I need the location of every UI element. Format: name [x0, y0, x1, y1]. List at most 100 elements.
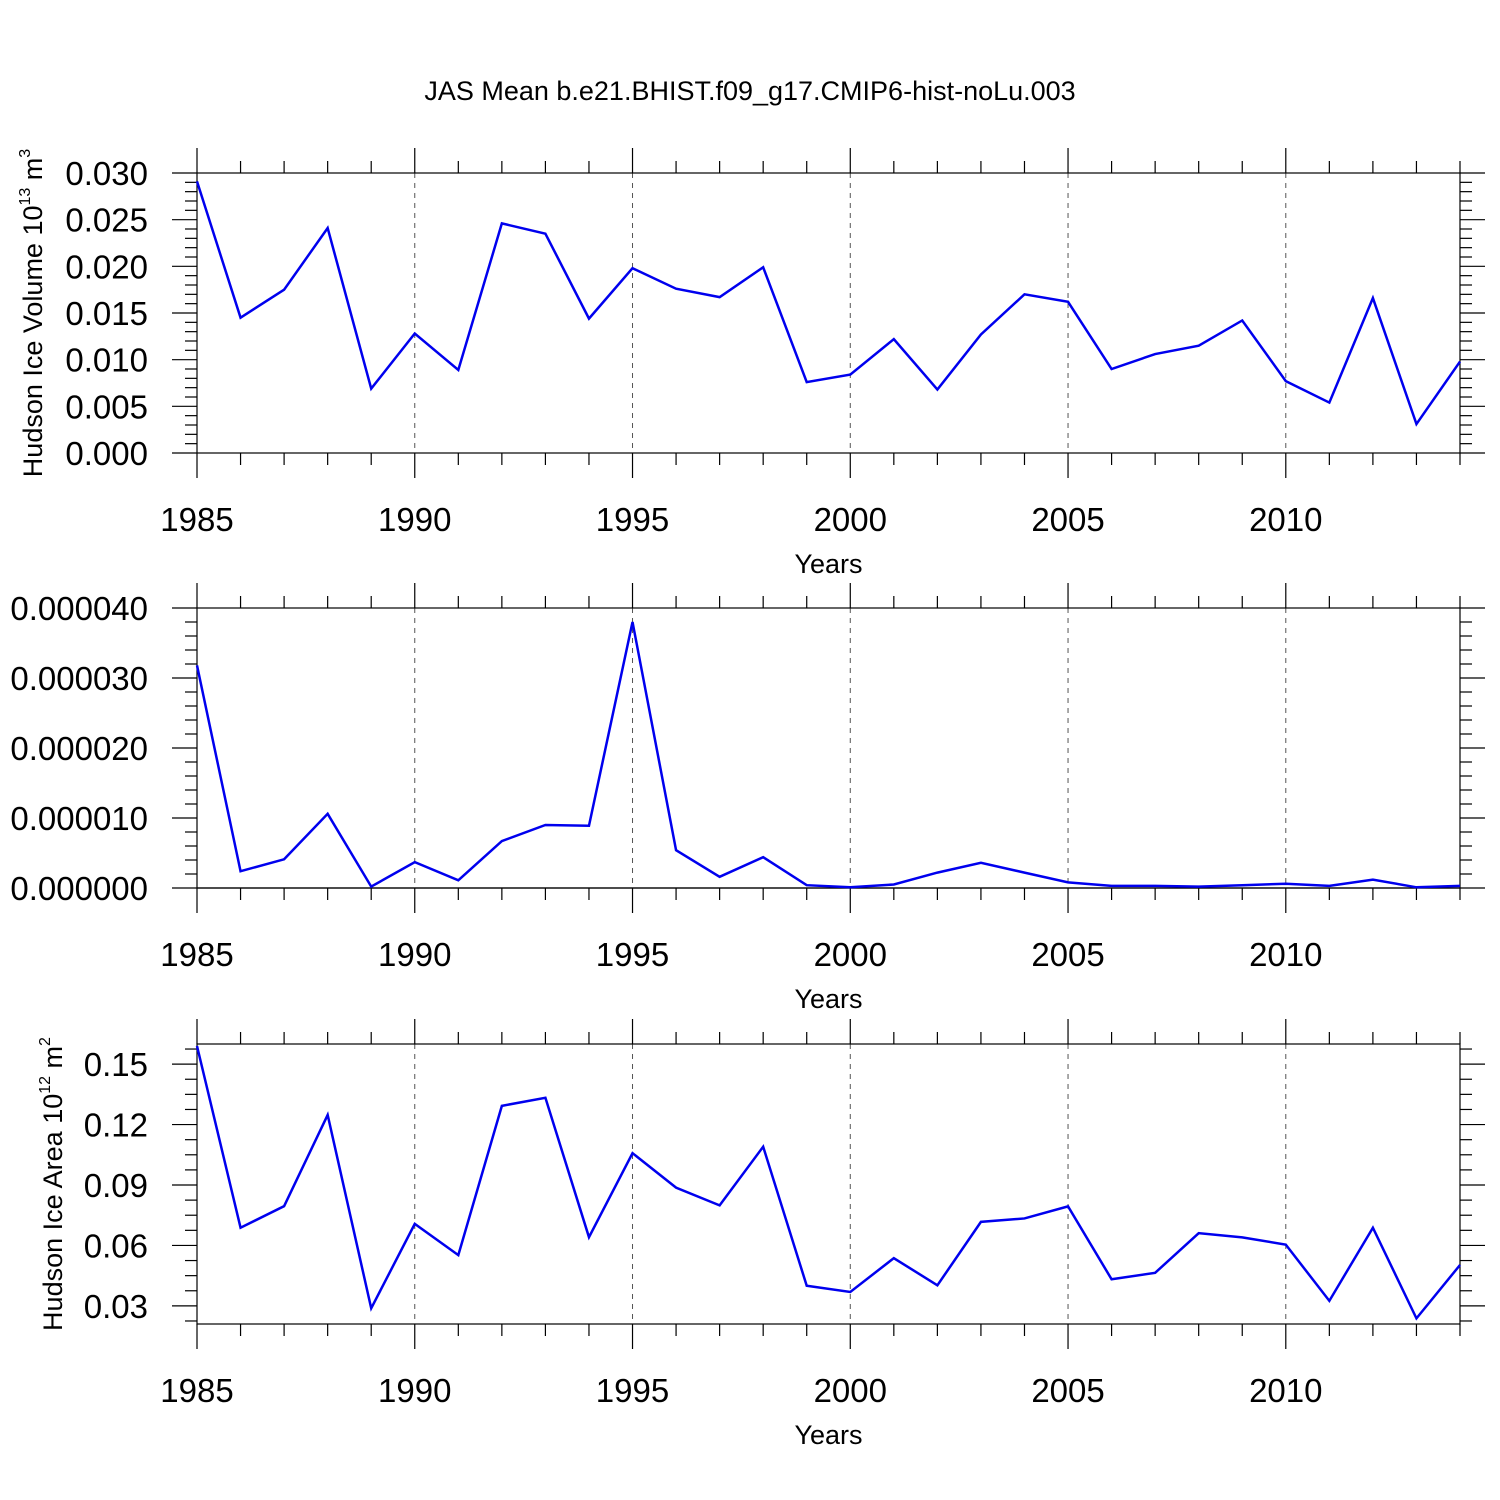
y-tick-label: 0.09 [84, 1167, 148, 1204]
x-tick-label: 2010 [1249, 501, 1322, 538]
data-point [893, 1257, 895, 1259]
data-point [849, 1291, 851, 1293]
data-point [370, 886, 372, 888]
y-tick-label: 0.03 [84, 1288, 148, 1325]
x-tick-label: 1995 [596, 501, 669, 538]
data-point [980, 333, 982, 335]
data-point [1415, 423, 1417, 425]
data-point [936, 872, 938, 874]
data-point [1241, 884, 1243, 886]
data-point [1459, 1264, 1461, 1266]
data-point [1372, 297, 1374, 299]
data-point [457, 1254, 459, 1256]
data-point [806, 1285, 808, 1287]
data-point [719, 296, 721, 298]
data-point [240, 1227, 242, 1229]
x-tick-label: 2005 [1031, 501, 1104, 538]
data-point [588, 825, 590, 827]
data-point [1415, 1317, 1417, 1319]
x-tick-label: 1990 [378, 936, 451, 973]
data-point [414, 333, 416, 335]
data-point [632, 267, 634, 269]
y-tick-label: 0.025 [65, 202, 148, 239]
data-point [1285, 380, 1287, 382]
chart-title: JAS Mean b.e21.BHIST.f09_g17.CMIP6-hist-… [424, 76, 1075, 106]
data-point [762, 1146, 764, 1148]
data-point [1023, 1217, 1025, 1219]
data-point [588, 1236, 590, 1238]
series-line-volume [195, 181, 1462, 427]
data-point [196, 664, 198, 666]
data-point [457, 369, 459, 371]
y-tick-label: 0.030 [65, 155, 148, 192]
data-point [1111, 885, 1113, 887]
data-point [283, 289, 285, 291]
data-point [240, 317, 242, 319]
data-point [196, 180, 198, 182]
data-point [1198, 345, 1200, 347]
data-point [327, 813, 329, 815]
data-point [1198, 1232, 1200, 1234]
x-tick-label: 1985 [160, 936, 233, 973]
data-point [327, 1114, 329, 1116]
data-point [501, 222, 503, 224]
x-tick-label: 1995 [596, 936, 669, 973]
data-point [675, 1187, 677, 1189]
data-point [1415, 886, 1417, 888]
y-tick-label: 0.06 [84, 1227, 148, 1264]
data-point [1328, 402, 1330, 404]
data-point [414, 1223, 416, 1225]
data-point [632, 1152, 634, 1154]
x-tick-label: 2000 [814, 1372, 887, 1409]
y-tick-label: 0.15 [84, 1046, 148, 1083]
data-point [806, 884, 808, 886]
data-point [675, 288, 677, 290]
y-tick-label: 0.010 [65, 342, 148, 379]
data-point [1285, 1244, 1287, 1246]
data-point [1111, 368, 1113, 370]
data-point [1459, 361, 1461, 363]
data-point [1154, 1272, 1156, 1274]
data-point [980, 1221, 982, 1223]
data-point [1023, 293, 1025, 295]
y-axis-title: Hudson Ice Area 1012 m2 [37, 1037, 68, 1331]
data-point [240, 870, 242, 872]
data-point [283, 1205, 285, 1207]
x-tick-label: 1990 [378, 1372, 451, 1409]
data-point [849, 886, 851, 888]
data-point [1328, 1300, 1330, 1302]
x-tick-label: 2005 [1031, 1372, 1104, 1409]
data-point [544, 824, 546, 826]
data-point [1198, 886, 1200, 888]
data-point [1111, 1278, 1113, 1280]
y-tick-label: 0.000010 [10, 800, 148, 837]
y-tick-label: 0.000040 [10, 590, 148, 627]
x-tick-label: 2005 [1031, 936, 1104, 973]
data-point [762, 266, 764, 268]
data-point [675, 849, 677, 851]
data-point [1241, 1236, 1243, 1238]
data-point [1067, 1205, 1069, 1207]
y-axis-title-unit: m [38, 1046, 68, 1076]
data-point [501, 840, 503, 842]
x-axis-title: Years [794, 1420, 862, 1450]
y-axis-title: Hudson Ice Volume 1013 m3 [17, 149, 48, 477]
data-point [196, 1045, 198, 1047]
x-tick-label: 1985 [160, 501, 233, 538]
panel-area: 1985 1990 1995 2000 2005 2010 Years 0.03 0.06 0.0… [37, 1019, 1485, 1450]
data-point [1328, 885, 1330, 887]
data-point [283, 858, 285, 860]
x-tick-label: 1990 [378, 501, 451, 538]
data-point [1023, 872, 1025, 874]
plot-frame [196, 172, 1461, 454]
series-line-area [195, 1045, 1461, 1321]
y-axis-title-main: Hudson Ice Area 10 [38, 1094, 68, 1331]
data-point [1154, 353, 1156, 355]
data-point [936, 1284, 938, 1286]
y-axis-title-unit-exponent: 3 [17, 149, 34, 158]
data-point [719, 1204, 721, 1206]
x-tick-label: 1985 [160, 1372, 233, 1409]
data-point [762, 856, 764, 858]
y-tick-label: 0.015 [65, 295, 148, 332]
data-point [1067, 301, 1069, 303]
